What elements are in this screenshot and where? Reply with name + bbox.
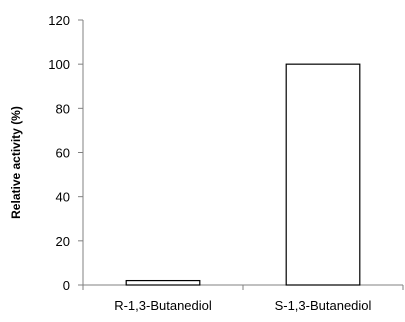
bar-2	[285, 63, 361, 286]
category-labels: R-1,3-Butanediol S-1,3-Butanediol	[114, 298, 371, 313]
y-tick-label: 120	[48, 13, 70, 28]
y-tick-label: 80	[56, 101, 70, 116]
y-tick-label: 0	[63, 278, 70, 293]
y-axis-title: Relative activity (%)	[9, 106, 23, 219]
y-tick-label: 60	[56, 146, 70, 161]
category-label: R-1,3-Butanediol	[114, 298, 212, 313]
x-axis	[82, 284, 404, 290]
bars	[125, 63, 361, 286]
y-tick-label: 100	[48, 57, 70, 72]
category-label: S-1,3-Butanediol	[275, 298, 372, 313]
y-tick-label: 40	[56, 190, 70, 205]
y-axis: 0 20 40 60 80 100 120	[48, 13, 84, 293]
y-tick-label: 20	[56, 234, 70, 249]
bar-1	[125, 279, 201, 286]
